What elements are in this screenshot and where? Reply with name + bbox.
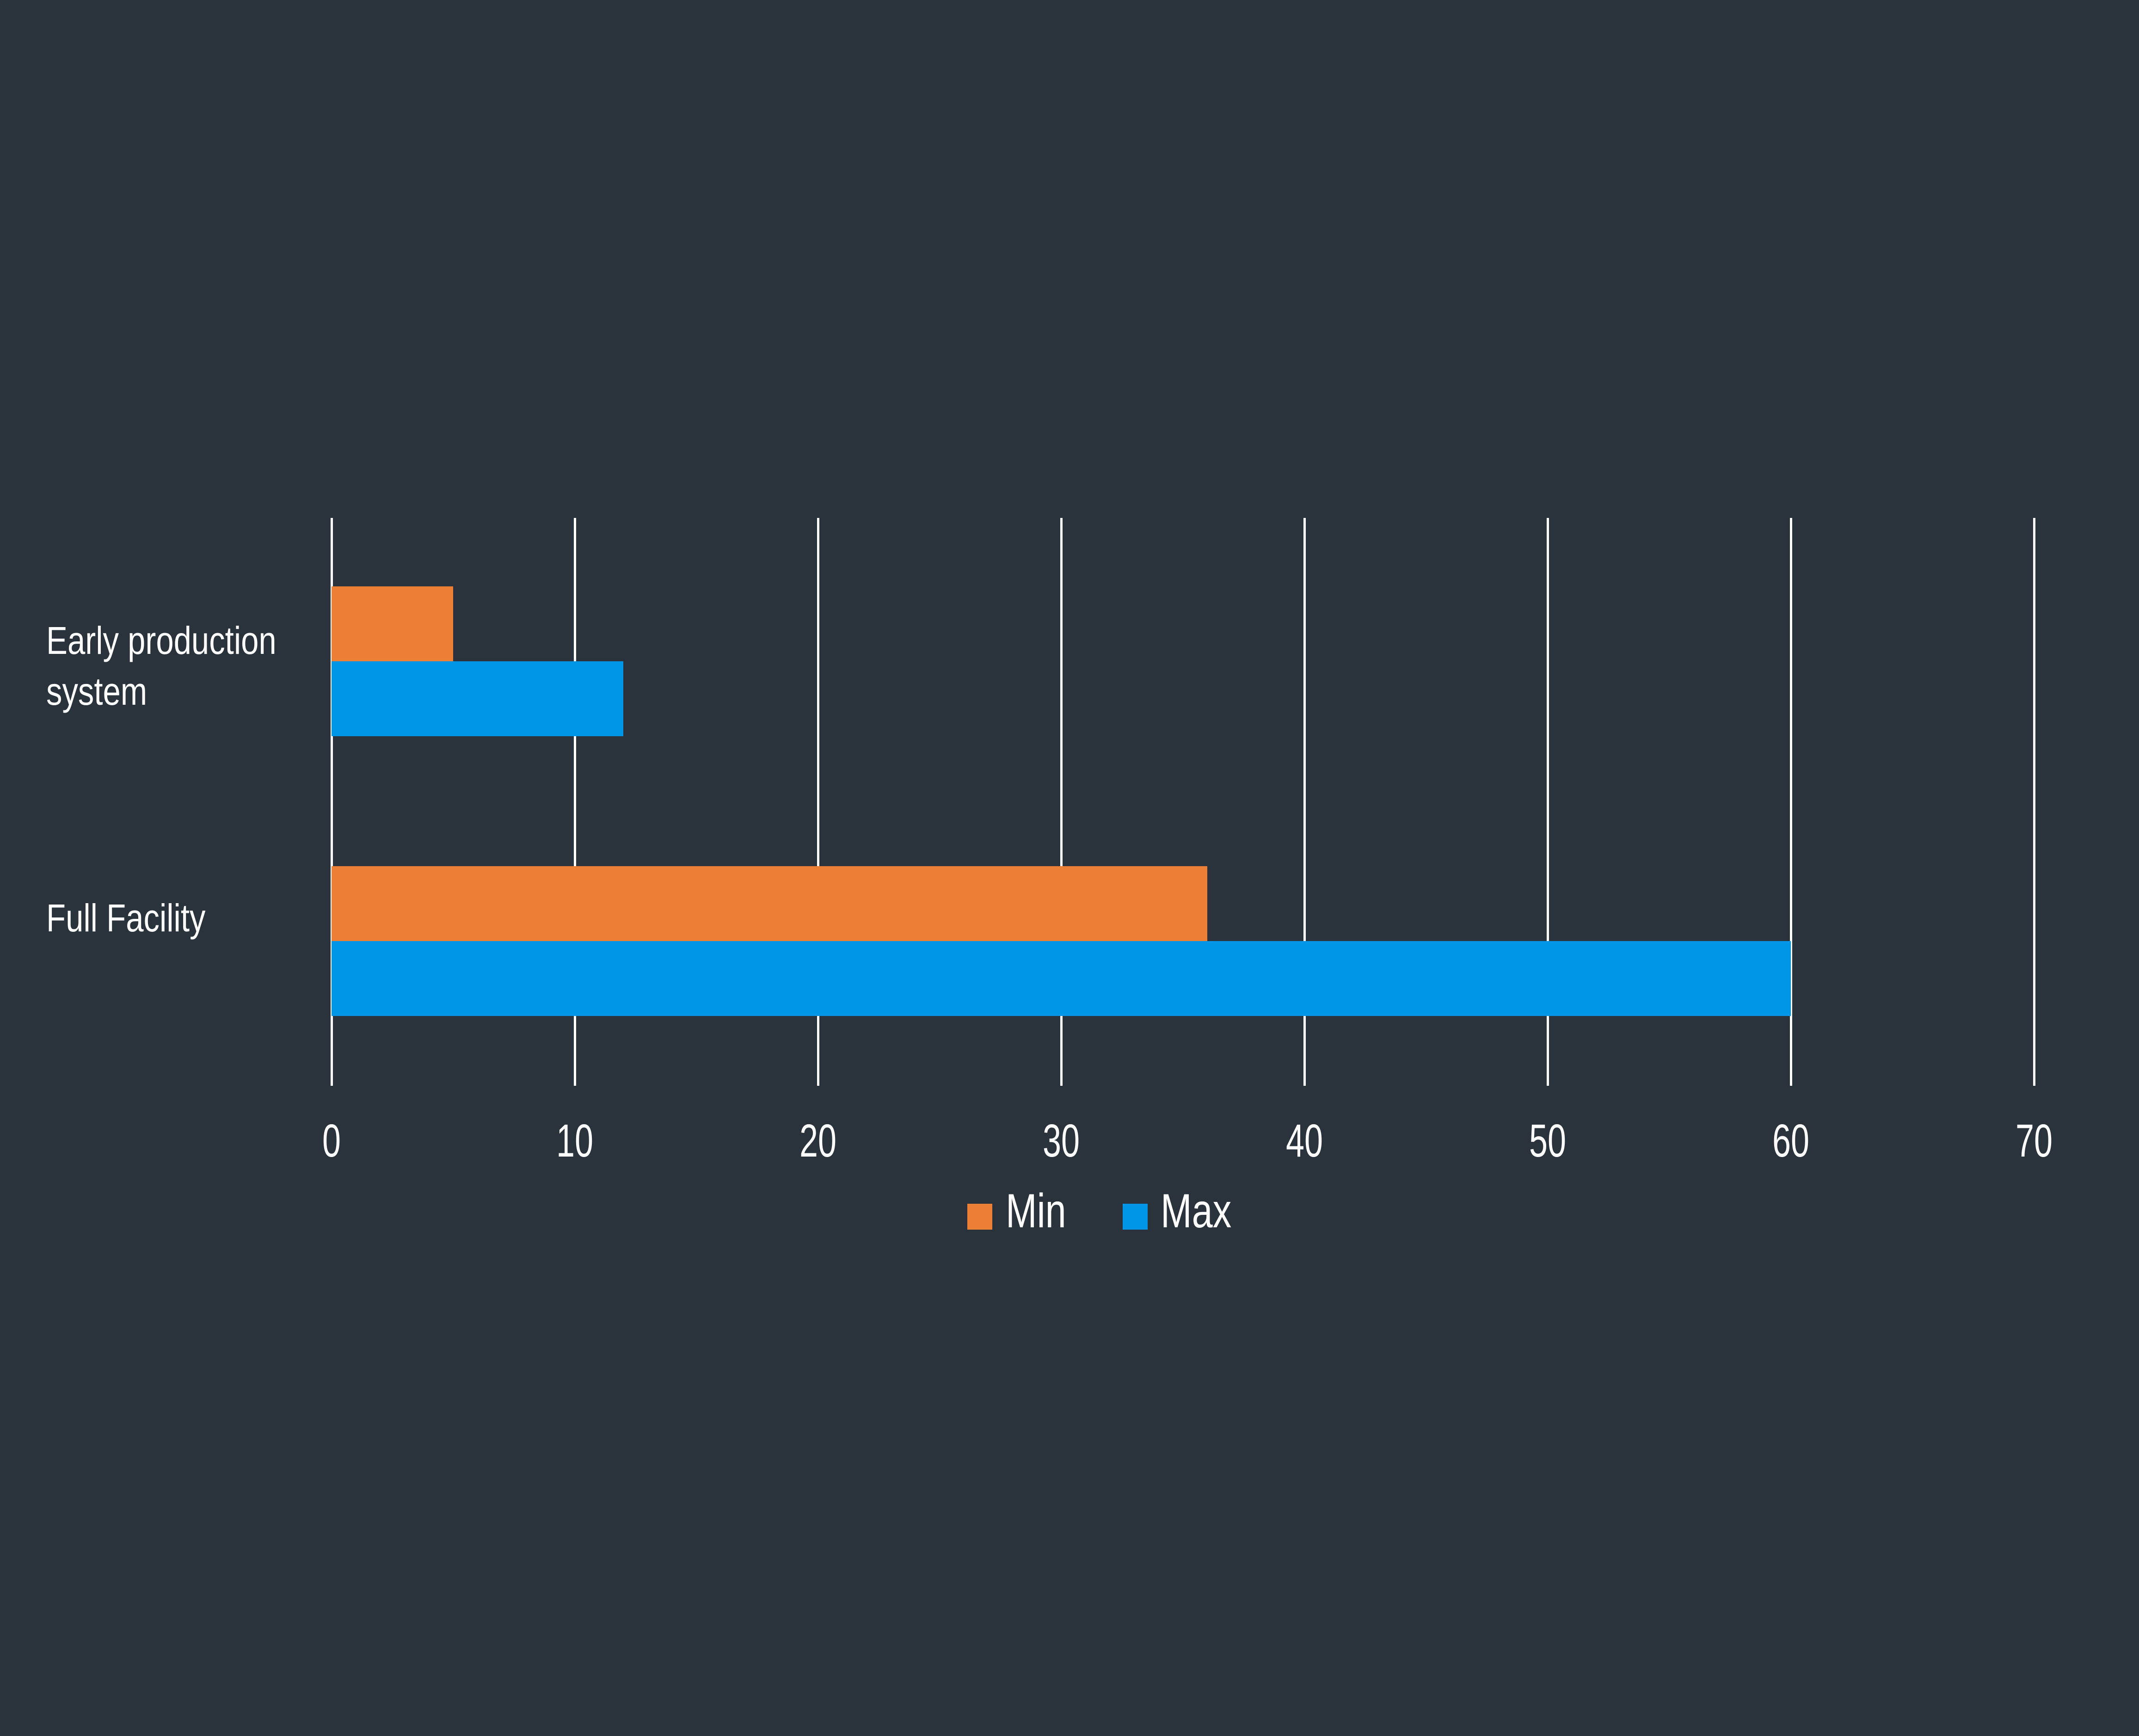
x-tick-label: 10 bbox=[556, 1115, 594, 1167]
legend-swatch-max bbox=[1123, 1204, 1148, 1230]
x-tick-label: 70 bbox=[2015, 1115, 2053, 1167]
bar-min bbox=[332, 866, 1207, 941]
gridline bbox=[1303, 518, 1306, 1086]
x-tick-label: 50 bbox=[1529, 1115, 1567, 1167]
bar-max bbox=[332, 661, 624, 736]
x-tick-label: 0 bbox=[322, 1115, 341, 1167]
category-label-early-production: Early production system bbox=[46, 615, 277, 717]
gridline bbox=[1790, 518, 1792, 1086]
gridline bbox=[331, 518, 333, 1086]
legend-swatch-min bbox=[967, 1204, 992, 1230]
gridline bbox=[1060, 518, 1063, 1086]
gridline bbox=[574, 518, 576, 1086]
x-tick-label: 30 bbox=[1042, 1115, 1080, 1167]
category-label-full-facility: Full Facility bbox=[46, 893, 205, 943]
category-label-line: Early production bbox=[46, 619, 277, 662]
bar-max bbox=[332, 941, 1791, 1016]
category-label-line: Full Facility bbox=[46, 896, 206, 940]
legend-label-max: Max bbox=[1161, 1184, 1232, 1238]
x-tick-label: 40 bbox=[1285, 1115, 1323, 1167]
x-tick-label: 20 bbox=[799, 1115, 837, 1167]
gridline bbox=[817, 518, 819, 1086]
bar-min bbox=[332, 586, 453, 661]
category-label-line: system bbox=[46, 670, 148, 713]
gridline bbox=[1547, 518, 1549, 1086]
gridline bbox=[2033, 518, 2035, 1086]
legend-label-min: Min bbox=[1006, 1184, 1066, 1238]
x-tick-label: 60 bbox=[1772, 1115, 1810, 1167]
